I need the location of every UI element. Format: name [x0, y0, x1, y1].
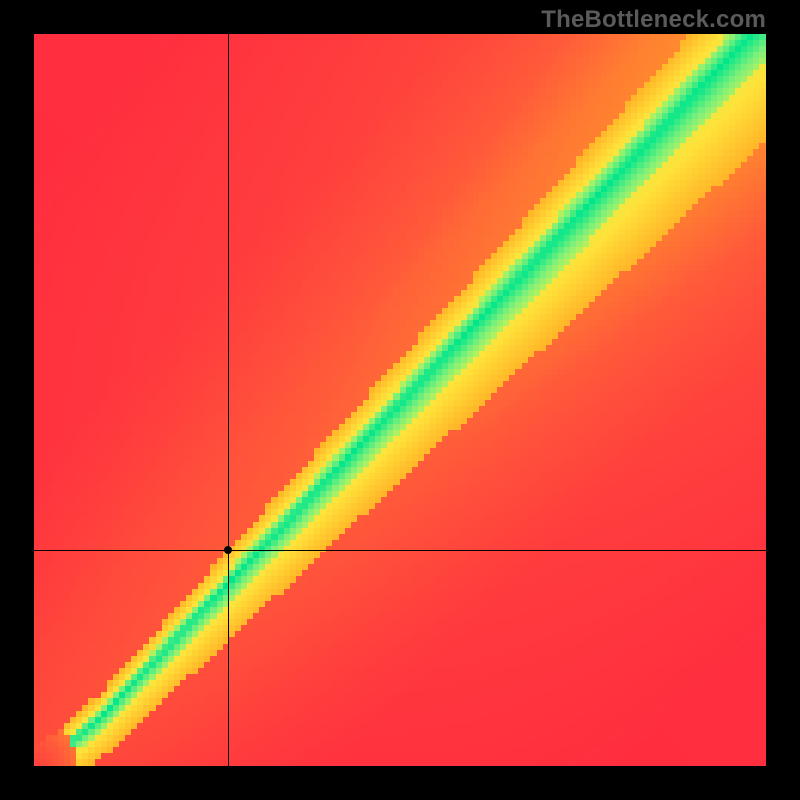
marker-dot [224, 546, 232, 554]
crosshair-horizontal [34, 550, 766, 551]
crosshair-vertical [228, 34, 229, 766]
watermark-text: TheBottleneck.com [541, 6, 766, 34]
heatmap-canvas [34, 34, 766, 766]
chart-outer: TheBottleneck.com [0, 0, 800, 800]
heatmap-plot [34, 34, 766, 766]
